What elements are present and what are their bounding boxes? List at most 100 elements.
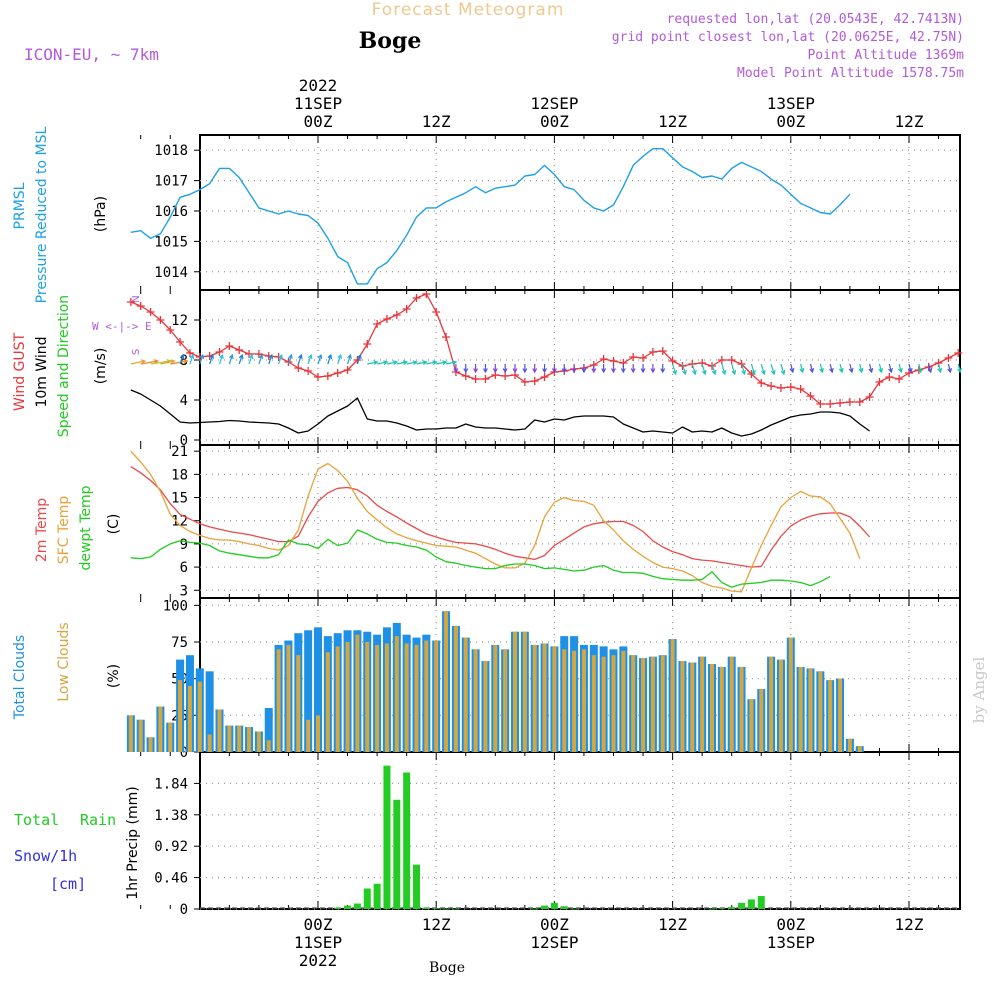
low-cloud-bar bbox=[237, 725, 242, 752]
gust-marker bbox=[727, 356, 736, 364]
panel-temperature: 3 6 9 12 15 18 21 bbox=[140, 444, 961, 599]
rain-bar bbox=[570, 908, 578, 910]
wind-direction-arrowhead bbox=[819, 367, 824, 374]
wind-direction-arrowhead bbox=[502, 368, 508, 374]
wind-direction-arrowhead bbox=[692, 369, 697, 376]
model-label: ICON-EU, ~ 7km bbox=[24, 45, 159, 64]
wind-direction-arrow bbox=[199, 354, 204, 365]
wind-direction-arrowhead bbox=[611, 368, 616, 374]
gust-marker bbox=[294, 364, 303, 372]
wind-direction-arrow bbox=[238, 354, 243, 365]
low-cloud-bar bbox=[611, 655, 616, 752]
low-cloud-bar bbox=[158, 706, 163, 752]
wind-direction-arrowhead bbox=[337, 353, 342, 360]
gust-marker bbox=[501, 372, 510, 380]
wind-direction-arrow bbox=[731, 363, 736, 375]
wind-direction-arrowhead bbox=[238, 353, 244, 360]
wind-direction-arrowhead bbox=[219, 353, 224, 360]
wind-direction-arrow bbox=[790, 363, 794, 373]
top-time-label: 00Z bbox=[304, 112, 333, 131]
pressure-label-2: Pressure Reduced to MSL bbox=[34, 126, 50, 303]
rain-bar bbox=[541, 905, 549, 909]
wind-direction-arrowhead bbox=[422, 360, 428, 366]
low-cloud-bar bbox=[798, 666, 803, 752]
low-cloud-bar bbox=[857, 746, 862, 752]
wind-direction-arrow bbox=[750, 363, 755, 375]
rain-bar bbox=[531, 908, 539, 910]
wind-direction-arrowhead bbox=[838, 367, 844, 374]
gust-marker bbox=[146, 308, 155, 316]
low-cloud-bar bbox=[414, 644, 419, 752]
bottom-time-label: 12SEP bbox=[530, 933, 578, 952]
low-cloud-bar bbox=[778, 659, 783, 752]
rain-bar bbox=[422, 907, 430, 909]
pressure-ytick-label: 1014 bbox=[154, 265, 188, 281]
point-altitude: Point Altitude 1369m bbox=[807, 48, 964, 63]
temperature-ytick-label: 12 bbox=[171, 514, 188, 530]
wind-direction-arrow bbox=[672, 363, 677, 375]
panel-pressure: 1014 1015 1016 1017 1018 bbox=[140, 134, 961, 291]
pressure-ytick-label: 1017 bbox=[154, 174, 188, 190]
top-time-label: 12Z bbox=[658, 112, 687, 131]
wind-direction-arrow bbox=[957, 363, 961, 373]
gust-marker bbox=[540, 373, 549, 381]
wind-direction-arrow bbox=[800, 363, 804, 373]
bottom-time-label: 2022 bbox=[299, 951, 338, 970]
temp-2m-line bbox=[130, 466, 871, 568]
wind-direction-arrowhead bbox=[268, 353, 274, 360]
temperature-ytick-label: 21 bbox=[171, 444, 188, 460]
gust-marker bbox=[333, 369, 342, 377]
low-cloud-bar bbox=[463, 637, 468, 752]
top-time-label: 00Z bbox=[540, 112, 569, 131]
wind-direction-arrow bbox=[140, 360, 158, 365]
rain-bar bbox=[738, 902, 746, 909]
precip-ytick-label: 0.92 bbox=[154, 839, 188, 855]
wind-direction-arrowhead bbox=[858, 367, 864, 374]
rain-bar bbox=[393, 799, 401, 909]
wind-direction-arrow bbox=[297, 354, 302, 365]
wind-ytick-label: 0 bbox=[180, 433, 188, 449]
precip-ytick-label: 0 bbox=[180, 902, 188, 918]
wind-direction-arrowhead bbox=[297, 353, 303, 360]
top-time-label: 13SEP bbox=[767, 94, 815, 113]
gust-marker bbox=[185, 349, 194, 357]
wind-direction-arrow bbox=[248, 354, 253, 365]
wind-ytick-label: 12 bbox=[171, 313, 188, 329]
wind-direction-arrowhead bbox=[209, 353, 214, 360]
gust-marker bbox=[373, 320, 382, 328]
low-cloud-bar bbox=[453, 625, 458, 752]
temperature-ytick-label: 3 bbox=[180, 583, 188, 599]
wind-direction-arrowhead bbox=[522, 368, 528, 374]
low-cloud-bar bbox=[444, 611, 449, 752]
low-cloud-bar bbox=[335, 646, 340, 752]
bottom-caption: Boge bbox=[429, 960, 465, 976]
wind-direction-arrow bbox=[189, 354, 194, 365]
wind-direction-arrow bbox=[179, 354, 184, 365]
top-time-label: 12SEP bbox=[530, 94, 578, 113]
pressure-line bbox=[130, 147, 851, 285]
wind-direction-arrow bbox=[760, 363, 765, 375]
wind-direction-arrow bbox=[701, 363, 706, 375]
low-cloud-bar bbox=[345, 642, 350, 752]
cloud-low-label: Low Clouds bbox=[56, 622, 72, 701]
header-title: Forecast Meteogram bbox=[372, 0, 565, 20]
low-cloud-bar bbox=[749, 699, 754, 752]
wind-direction-arrow bbox=[721, 363, 726, 375]
gust-marker bbox=[816, 400, 825, 408]
pressure-ytick-label: 1018 bbox=[154, 143, 188, 159]
low-cloud-bar bbox=[325, 652, 330, 752]
low-cloud-bar bbox=[404, 643, 409, 752]
wind-direction-arrow bbox=[947, 363, 951, 373]
low-cloud-bar bbox=[542, 643, 547, 752]
closest-coords: grid point closest lon,lat (20.0625E, 42… bbox=[612, 30, 964, 45]
gust-marker bbox=[422, 290, 431, 298]
gust-marker bbox=[254, 350, 263, 358]
wind-direction-arrowhead bbox=[878, 367, 884, 374]
low-cloud-bar bbox=[256, 731, 261, 752]
temp-unit: (C) bbox=[106, 514, 122, 535]
wind-direction-arrowhead bbox=[868, 367, 874, 374]
wind-direction-arrow bbox=[426, 361, 437, 365]
wind-direction-arrowhead bbox=[591, 368, 597, 374]
temperature-frame bbox=[199, 444, 961, 599]
